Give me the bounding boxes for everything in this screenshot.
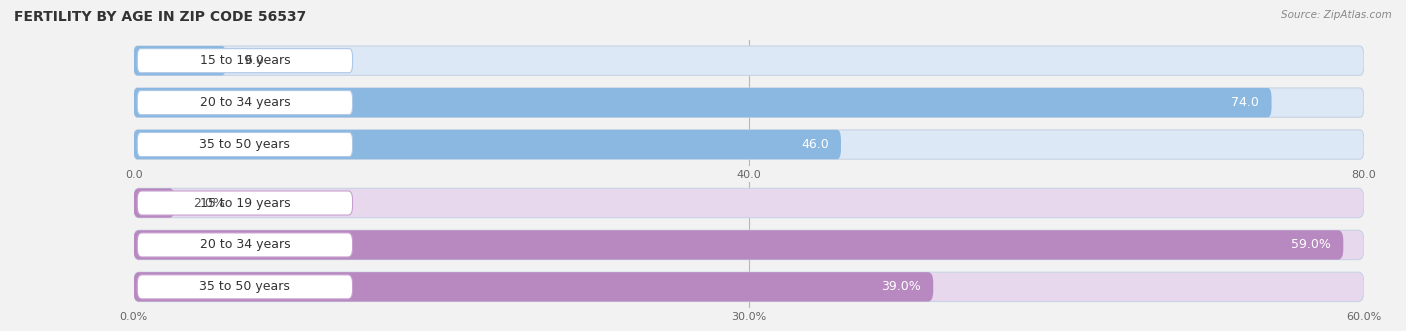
FancyBboxPatch shape	[138, 233, 353, 257]
FancyBboxPatch shape	[138, 275, 353, 299]
Text: 20 to 34 years: 20 to 34 years	[200, 238, 290, 252]
FancyBboxPatch shape	[134, 130, 1364, 159]
Text: 46.0: 46.0	[801, 138, 828, 151]
Text: 35 to 50 years: 35 to 50 years	[200, 138, 291, 151]
FancyBboxPatch shape	[134, 230, 1364, 260]
Text: 39.0%: 39.0%	[882, 280, 921, 293]
FancyBboxPatch shape	[138, 49, 353, 73]
Text: 20 to 34 years: 20 to 34 years	[200, 96, 290, 109]
FancyBboxPatch shape	[134, 272, 1364, 302]
FancyBboxPatch shape	[138, 91, 353, 115]
Text: FERTILITY BY AGE IN ZIP CODE 56537: FERTILITY BY AGE IN ZIP CODE 56537	[14, 10, 307, 24]
FancyBboxPatch shape	[134, 130, 841, 159]
FancyBboxPatch shape	[134, 188, 1364, 218]
Text: 6.0: 6.0	[245, 54, 264, 67]
FancyBboxPatch shape	[134, 272, 934, 302]
Text: 74.0: 74.0	[1232, 96, 1260, 109]
FancyBboxPatch shape	[134, 230, 1343, 260]
Text: 2.0%: 2.0%	[193, 197, 225, 210]
Text: 35 to 50 years: 35 to 50 years	[200, 280, 291, 293]
FancyBboxPatch shape	[138, 191, 353, 215]
FancyBboxPatch shape	[134, 88, 1271, 117]
Text: 59.0%: 59.0%	[1291, 238, 1331, 252]
FancyBboxPatch shape	[134, 46, 1364, 75]
FancyBboxPatch shape	[134, 188, 174, 218]
Text: Source: ZipAtlas.com: Source: ZipAtlas.com	[1281, 10, 1392, 20]
FancyBboxPatch shape	[134, 88, 1364, 117]
FancyBboxPatch shape	[138, 132, 353, 157]
Text: 15 to 19 years: 15 to 19 years	[200, 54, 290, 67]
FancyBboxPatch shape	[134, 46, 226, 75]
Text: 15 to 19 years: 15 to 19 years	[200, 197, 290, 210]
